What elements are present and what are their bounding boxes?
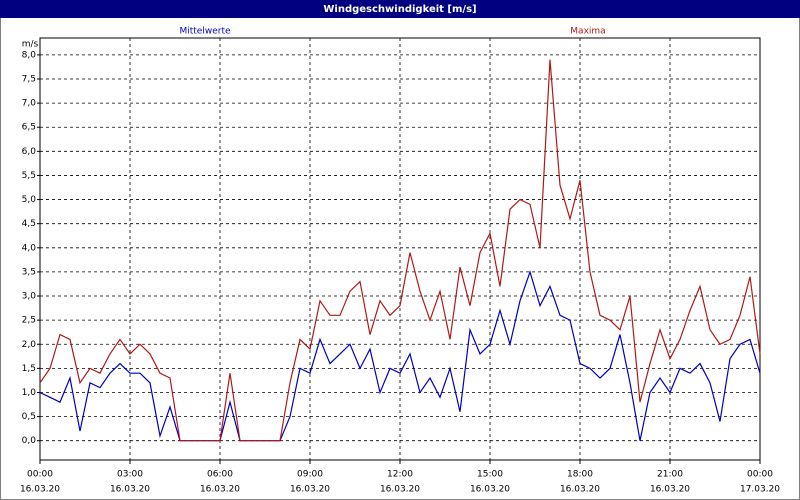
x-tick-date: 16.03.20 bbox=[110, 485, 150, 495]
legend-label: Mittelwerte bbox=[179, 27, 230, 37]
x-tick-label: 18:00 bbox=[567, 470, 593, 480]
y-tick-label: 6,5 bbox=[22, 123, 36, 133]
x-tick-date: 17.03.20 bbox=[740, 485, 780, 495]
x-tick-date: 16.03.20 bbox=[200, 485, 240, 495]
y-tick-label: 1,0 bbox=[22, 388, 37, 398]
x-tick-label: 00:00 bbox=[27, 470, 53, 480]
x-tick-date: 16.03.20 bbox=[290, 485, 330, 495]
y-tick-label: 2,5 bbox=[22, 316, 36, 326]
y-tick-label: 7,5 bbox=[22, 74, 36, 84]
y-tick-label: 0,0 bbox=[22, 436, 37, 446]
x-tick-date: 16.03.20 bbox=[380, 485, 420, 495]
y-tick-label: 4,5 bbox=[22, 219, 36, 229]
y-tick-label: 4,0 bbox=[22, 243, 37, 253]
series-line bbox=[39, 269, 761, 442]
y-tick-label: 5,5 bbox=[22, 171, 36, 181]
y-tick-label: 6,0 bbox=[22, 147, 37, 157]
y-tick-label: 2,0 bbox=[22, 340, 37, 350]
x-tick-label: 09:00 bbox=[297, 470, 323, 480]
x-tick-label: 03:00 bbox=[117, 470, 143, 480]
y-tick-label: 3,5 bbox=[22, 267, 36, 277]
legend-label: Maxima bbox=[570, 27, 605, 37]
x-tick-date: 16.03.20 bbox=[470, 485, 510, 495]
x-tick-label: 06:00 bbox=[207, 470, 233, 480]
y-tick-label: 5,0 bbox=[22, 195, 37, 205]
x-tick-date: 16.03.20 bbox=[20, 485, 60, 495]
x-tick-date: 16.03.20 bbox=[560, 485, 600, 495]
x-tick-label: 00:00 bbox=[747, 470, 773, 480]
y-tick-label: 3,0 bbox=[22, 292, 37, 302]
y-unit: m/s bbox=[22, 40, 39, 50]
chart-title: Windgeschwindigkeit [m/s] bbox=[323, 4, 476, 15]
y-tick-label: 1,5 bbox=[22, 364, 36, 374]
x-tick-label: 21:00 bbox=[657, 470, 683, 480]
x-tick-label: 15:00 bbox=[477, 470, 503, 480]
y-tick-label: 7,0 bbox=[22, 99, 37, 109]
x-tick-date: 16.03.20 bbox=[650, 485, 690, 495]
y-tick-label: 0,5 bbox=[22, 412, 36, 422]
title-bar bbox=[0, 0, 800, 18]
x-tick-label: 12:00 bbox=[387, 470, 413, 480]
y-tick-label: 8,0 bbox=[22, 50, 37, 60]
series-line bbox=[39, 59, 761, 442]
